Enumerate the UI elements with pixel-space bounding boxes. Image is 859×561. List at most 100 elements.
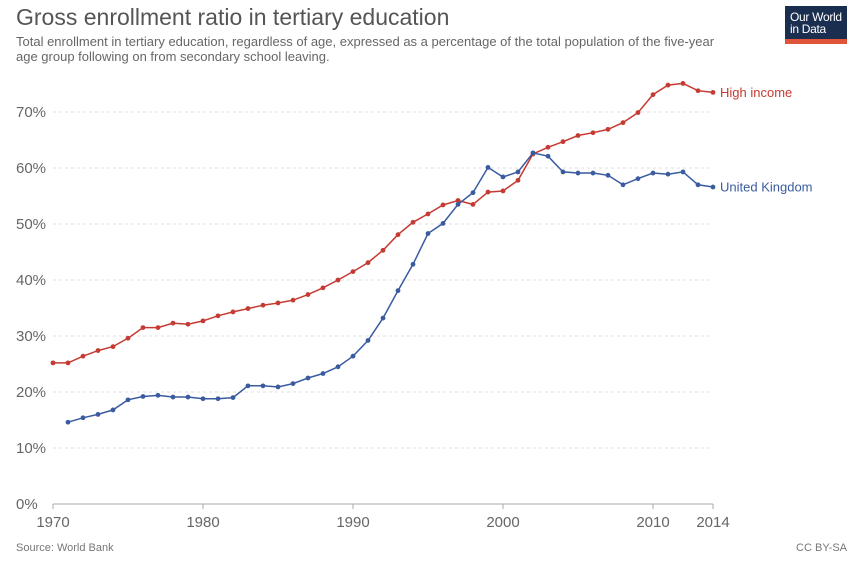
data-point[interactable] — [200, 396, 206, 402]
data-point[interactable] — [50, 360, 56, 366]
data-point[interactable] — [395, 288, 401, 294]
data-point[interactable] — [185, 321, 191, 327]
series-label: United Kingdom — [720, 180, 813, 195]
data-point[interactable] — [635, 176, 641, 182]
data-point[interactable] — [320, 371, 326, 376]
data-point[interactable] — [230, 395, 236, 400]
license-link[interactable]: CC BY-SA — [796, 542, 847, 554]
data-point[interactable] — [695, 182, 701, 188]
data-point[interactable] — [455, 202, 461, 207]
data-point[interactable] — [560, 139, 566, 145]
data-point[interactable] — [665, 82, 671, 88]
data-point[interactable] — [260, 302, 266, 308]
series-high-income[interactable]: High income — [50, 81, 793, 366]
data-point[interactable] — [605, 126, 611, 132]
data-point[interactable] — [395, 232, 401, 238]
data-point[interactable] — [605, 172, 611, 178]
data-point[interactable] — [560, 169, 566, 175]
data-point[interactable] — [650, 170, 656, 176]
data-point[interactable] — [140, 394, 146, 399]
data-point[interactable] — [425, 231, 431, 236]
data-point[interactable] — [410, 219, 416, 225]
data-point[interactable] — [515, 177, 521, 183]
data-point[interactable] — [350, 353, 356, 359]
data-point[interactable] — [65, 360, 71, 366]
data-point[interactable] — [545, 144, 551, 150]
data-point[interactable] — [95, 348, 101, 353]
data-point[interactable] — [110, 344, 116, 350]
data-point[interactable] — [470, 202, 476, 207]
data-point[interactable] — [350, 269, 356, 274]
data-point[interactable] — [290, 381, 296, 386]
data-point[interactable] — [590, 130, 596, 136]
data-point[interactable] — [620, 120, 626, 126]
data-point[interactable] — [305, 375, 311, 381]
data-point[interactable] — [200, 318, 206, 324]
logo-line-1: Our World — [790, 10, 842, 24]
data-point[interactable] — [65, 419, 71, 425]
data-point[interactable] — [80, 415, 86, 421]
series-line-united-kingdom[interactable] — [67, 152, 714, 423]
owid-logo[interactable]: Our World in Data — [785, 6, 847, 44]
data-point[interactable] — [290, 297, 296, 303]
data-point[interactable] — [620, 182, 626, 188]
chart-subtitle: Total enrollment in tertiary education, … — [16, 34, 715, 64]
data-point[interactable] — [545, 153, 551, 159]
data-point[interactable] — [185, 394, 191, 400]
data-point[interactable] — [695, 88, 701, 94]
data-point[interactable] — [155, 325, 161, 330]
series-united-kingdom[interactable]: United Kingdom — [65, 150, 813, 425]
data-point[interactable] — [380, 247, 386, 253]
x-tick-label: 1980 — [186, 514, 219, 531]
data-point[interactable] — [245, 306, 251, 311]
data-point[interactable] — [140, 325, 146, 330]
data-point[interactable] — [680, 169, 686, 175]
data-point[interactable] — [80, 353, 86, 359]
data-point[interactable] — [665, 171, 671, 177]
data-point[interactable] — [125, 397, 131, 403]
data-point[interactable] — [215, 396, 221, 402]
data-point[interactable] — [230, 309, 236, 315]
data-point[interactable] — [335, 277, 341, 283]
data-point[interactable] — [170, 320, 176, 326]
data-point[interactable] — [110, 407, 116, 413]
data-point[interactable] — [455, 198, 461, 203]
data-point[interactable] — [275, 384, 281, 390]
data-point[interactable] — [710, 90, 716, 95]
data-point[interactable] — [575, 170, 581, 176]
data-point[interactable] — [335, 364, 341, 370]
data-point[interactable] — [500, 188, 506, 194]
data-point[interactable] — [485, 189, 491, 195]
series-line-high-income[interactable] — [53, 82, 714, 364]
data-point[interactable] — [320, 285, 326, 291]
data-point[interactable] — [590, 170, 596, 176]
data-point[interactable] — [440, 202, 446, 208]
data-point[interactable] — [305, 292, 311, 297]
data-point[interactable] — [365, 338, 371, 343]
data-point[interactable] — [215, 313, 221, 319]
data-point[interactable] — [95, 412, 101, 417]
data-point[interactable] — [245, 383, 251, 389]
data-point[interactable] — [365, 260, 371, 266]
data-point[interactable] — [650, 92, 656, 98]
chart-title: Gross enrollment ratio in tertiary educa… — [16, 4, 450, 30]
data-point[interactable] — [575, 133, 581, 138]
data-point[interactable] — [425, 211, 431, 217]
data-point[interactable] — [125, 335, 131, 341]
data-point[interactable] — [635, 110, 641, 115]
data-point[interactable] — [485, 165, 491, 170]
data-point[interactable] — [410, 261, 416, 267]
data-point[interactable] — [500, 174, 506, 180]
data-point[interactable] — [440, 221, 446, 226]
data-point[interactable] — [710, 184, 716, 190]
data-point[interactable] — [170, 394, 176, 400]
data-point[interactable] — [275, 300, 281, 306]
data-point[interactable] — [680, 81, 686, 86]
data-point[interactable] — [380, 315, 386, 321]
data-point[interactable] — [470, 190, 476, 196]
data-point[interactable] — [155, 392, 161, 398]
data-point[interactable] — [260, 383, 266, 389]
data-point[interactable] — [515, 169, 521, 175]
data-point[interactable] — [530, 150, 536, 156]
